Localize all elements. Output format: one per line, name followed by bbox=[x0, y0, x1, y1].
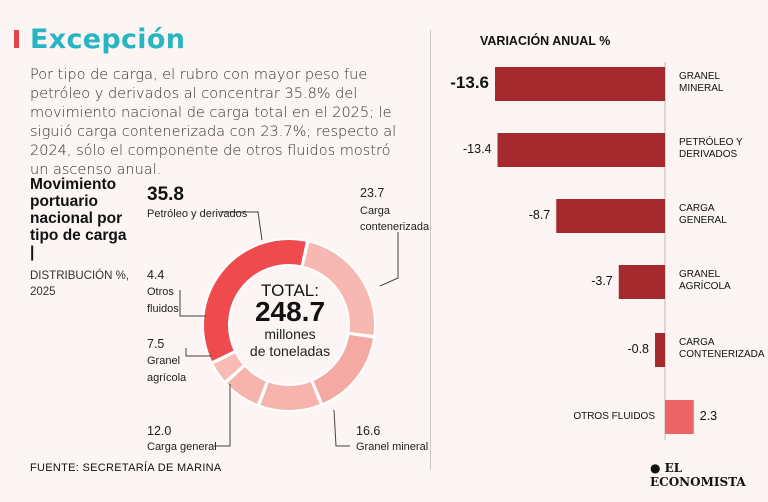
donut-chart bbox=[179, 211, 399, 447]
brand-logo: ● EL ECONOMISTA bbox=[650, 461, 746, 489]
donut-segment-2 bbox=[310, 332, 376, 406]
leader-contenerizada bbox=[379, 232, 399, 287]
leader-mineral bbox=[333, 409, 350, 447]
label-name-agricola-2: agrícola bbox=[147, 372, 187, 384]
bar-chart-title: VARIACIÓN ANUAL % bbox=[480, 34, 611, 48]
label-value-general: 12.0 bbox=[147, 424, 172, 438]
bar-2 bbox=[556, 199, 665, 233]
leader-general bbox=[214, 384, 231, 447]
bar-category-line1-5: OTROS FLUIDOS bbox=[573, 411, 655, 422]
label-name-otros-2: fluidos bbox=[147, 303, 179, 315]
label-name-contenerizada-2: contenerizada bbox=[360, 221, 430, 233]
bar-value-label-0: -13.6 bbox=[450, 73, 489, 92]
bar-category-line2-2: GENERAL bbox=[679, 215, 727, 226]
bar-value-label-1: -13.4 bbox=[463, 142, 492, 156]
label-value-contenerizada: 23.7 bbox=[360, 186, 385, 200]
bar-category-line1-0: GRANEL bbox=[679, 71, 721, 82]
total-unit-line1: millones bbox=[264, 326, 316, 342]
label-value-petroleo: 35.8 bbox=[147, 184, 184, 205]
intro-text: Por tipo de carga, el rubro con mayor pe… bbox=[30, 67, 397, 178]
bar-value-label-2: -8.7 bbox=[528, 208, 551, 222]
total-label: TOTAL: bbox=[261, 281, 319, 300]
bar-category-line2-4: CONTENERIZADA bbox=[679, 349, 765, 360]
bar-category-label-4: CARGA CONTENERIZADA bbox=[679, 337, 765, 361]
bar-5 bbox=[665, 400, 694, 434]
bar-value-label-4: -0.8 bbox=[627, 342, 649, 356]
bar-category-label-1: PETRÓLEO Y DERIVADOS bbox=[679, 137, 743, 161]
bar-value-label-3: -3.7 bbox=[591, 274, 613, 288]
bar-chart bbox=[495, 62, 694, 440]
leader-agricola bbox=[185, 348, 212, 357]
bar-category-line2-3: AGRÍCOLA bbox=[679, 281, 731, 292]
source-footer: FUENTE: SECRETARÍA DE MARINA bbox=[30, 462, 222, 474]
bar-category-line1-1: PETRÓLEO Y bbox=[679, 137, 743, 148]
bar-category-line2-0: MINERAL bbox=[679, 83, 724, 94]
title-accent-bar bbox=[14, 30, 19, 48]
bar-value-label-5: 2.3 bbox=[699, 409, 718, 423]
donut-segment-5 bbox=[210, 350, 246, 384]
donut-segment-3 bbox=[257, 379, 323, 412]
bar-category-label-3: GRANEL AGRÍCOLA bbox=[679, 269, 731, 293]
bar-0 bbox=[495, 67, 665, 101]
label-value-otros: 4.4 bbox=[147, 268, 165, 282]
column-divider bbox=[430, 30, 431, 470]
label-name-general: Carga general bbox=[147, 441, 217, 453]
donut-segment-4 bbox=[224, 364, 269, 407]
page-title: Excepción bbox=[30, 24, 186, 55]
total-unit-line2: de toneladas bbox=[249, 343, 331, 359]
total-value: 248.7 bbox=[254, 296, 326, 327]
donut-chart-title: Movimiento portuario nacional por tipo d… bbox=[30, 176, 127, 261]
brand-text: EL ECONOMISTA bbox=[650, 461, 746, 489]
label-value-agricola: 7.5 bbox=[147, 337, 165, 351]
donut-chart-subtitle: DISTRIBUCIÓN %, 2025 bbox=[30, 270, 130, 298]
bar-4 bbox=[655, 333, 665, 367]
bar-3 bbox=[618, 265, 665, 299]
bar-category-label-2: CARGA GENERAL bbox=[679, 203, 727, 227]
label-name-mineral: Granel mineral bbox=[356, 441, 429, 453]
leader-otros bbox=[179, 290, 206, 317]
bar-category-label-0: GRANEL MINERAL bbox=[679, 71, 723, 95]
label-value-mineral: 16.6 bbox=[356, 424, 381, 438]
bar-category-line1-4: CARGA bbox=[679, 337, 715, 348]
donut-segment-1 bbox=[301, 240, 376, 338]
bar-category-label-5: OTROS FLUIDOS bbox=[573, 411, 655, 423]
donut-segment-0 bbox=[202, 238, 309, 364]
leader-petroleo bbox=[220, 211, 263, 241]
bar-1 bbox=[497, 133, 665, 167]
bar-category-line2-1: DERIVADOS bbox=[679, 149, 738, 160]
label-name-otros-1: Otros bbox=[147, 286, 174, 298]
bar-category-line1-2: CARGA bbox=[679, 203, 715, 214]
label-name-petroleo: Petróleo y derivados bbox=[147, 208, 248, 220]
label-name-agricola-1: Granel bbox=[147, 355, 181, 367]
label-name-contenerizada-1: Carga bbox=[360, 205, 390, 217]
bar-category-line1-3: GRANEL bbox=[679, 269, 721, 280]
